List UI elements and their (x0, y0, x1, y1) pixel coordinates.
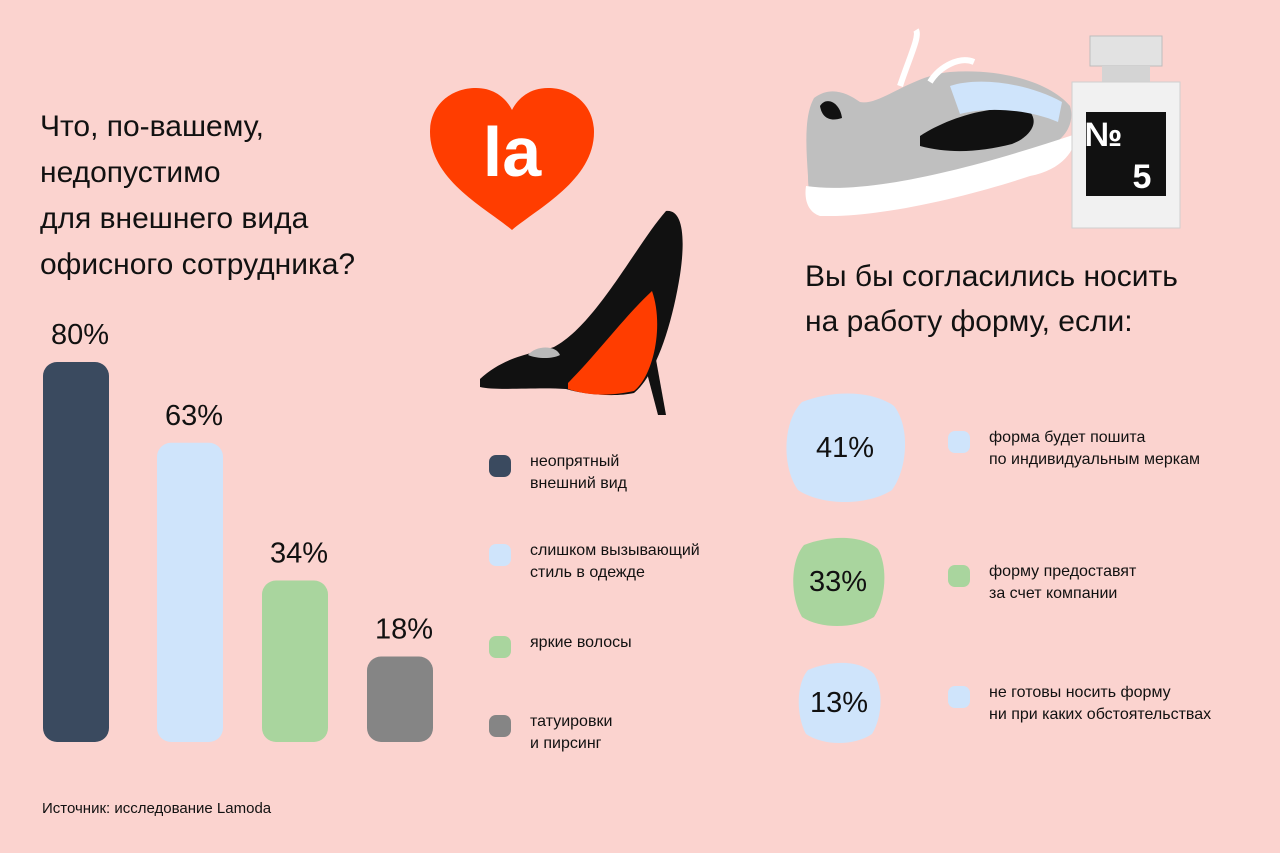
sneaker-blue-panel (950, 81, 1062, 122)
answer-label: форму предоставят за счет компании (989, 563, 1137, 602)
answer-swatch (948, 565, 970, 587)
answer-swatch (948, 431, 970, 453)
perfume-cap (1089, 35, 1163, 67)
perfume-label (1086, 112, 1166, 196)
legend-swatch (489, 715, 511, 737)
legend-label: неопрятный внешний вид (530, 453, 627, 492)
value-label: 41% (815, 431, 875, 464)
legend-label: яркие волосы (530, 634, 632, 651)
question-1-title: Что, по-вашему, недопустимо для внешнего… (40, 110, 356, 281)
legend-label: татуировки и пирсинг (530, 713, 613, 752)
value-label: 33% (808, 565, 868, 598)
logo-text: la (483, 113, 542, 191)
answer-label: форма будет пошита по индивидуальным мер… (989, 429, 1201, 468)
perfume-bottle-illustration: № 5 (1071, 35, 1181, 229)
sneaker-laces (897, 28, 976, 87)
answer-never: не готовы носить форму ни при каких обст… (948, 682, 1211, 726)
blob-path (786, 393, 906, 502)
value-blob-13: 13% (796, 662, 882, 744)
source-note: Источник: исследование Lamoda (42, 800, 272, 817)
legend-item-tattoos: татуировки и пирсинг (489, 711, 612, 755)
bar-value-label-3: 34% (270, 538, 328, 570)
value-blob-33: 33% (790, 537, 886, 627)
answer-swatch (948, 686, 970, 708)
red-sole (568, 291, 658, 395)
lamoda-heart-logo: la (430, 88, 594, 230)
answer-company-paid: форму предоставят за счет компании (948, 561, 1136, 605)
bar-chart: 80% 63% 34% 18% (43, 319, 433, 742)
sneaker-illustration (805, 28, 1076, 216)
blob-shape (793, 537, 885, 626)
bar-value-label-2: 63% (165, 400, 223, 432)
bar-value-label-1: 80% (51, 319, 109, 351)
blob-shape (798, 662, 881, 743)
value-blob-41: 41% (782, 392, 908, 504)
sneaker-heel-tab (820, 101, 842, 120)
answer-custom-fit: форма будет пошита по индивидуальным мер… (948, 427, 1200, 471)
blob-path (793, 537, 885, 626)
blob-shape (786, 393, 906, 502)
bar-3 (262, 580, 328, 742)
heart-shape (430, 88, 594, 230)
sneaker-black-panel (920, 108, 1034, 152)
legend-swatch (489, 636, 511, 658)
question-2-title: Вы бы согласились носить на работу форму… (805, 260, 1178, 338)
perfume-label-text: № 5 (1084, 116, 1151, 196)
value-label: 13% (809, 686, 869, 719)
legend-label: слишком вызывающий стиль в одежде (530, 542, 700, 581)
blob-path (798, 662, 881, 743)
bar-2 (157, 442, 223, 742)
shoe-insole (528, 347, 560, 358)
bar-1 (43, 362, 109, 742)
perfume-neck (1102, 66, 1150, 82)
legend-item-untidy: неопрятный внешний вид (489, 451, 627, 495)
high-heel-illustration (480, 210, 683, 415)
bar-value-label-4: 18% (375, 614, 433, 646)
legend-item-bright-hair: яркие волосы (489, 632, 632, 658)
answer-label: не готовы носить форму ни при каких обст… (989, 684, 1212, 723)
legend-item-provocative: слишком вызывающий стиль в одежде (489, 540, 700, 584)
bar-4 (367, 656, 433, 742)
legend-swatch (489, 544, 511, 566)
sneaker-sole (805, 134, 1076, 216)
legend-swatch (489, 455, 511, 477)
